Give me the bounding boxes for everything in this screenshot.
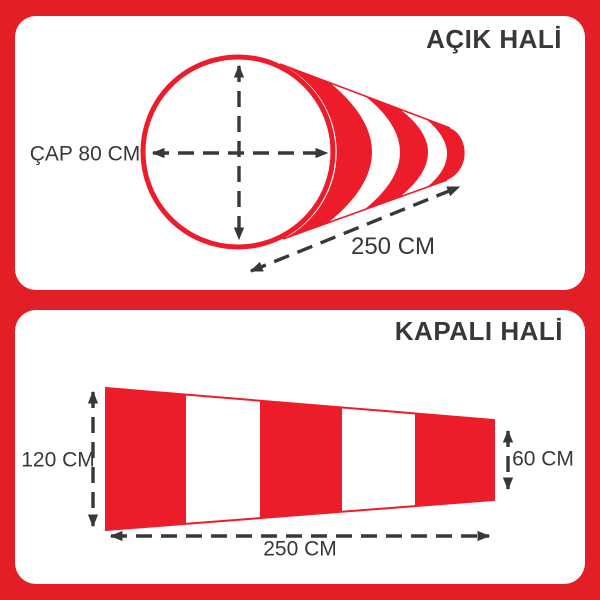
flat-white-stripe-1 — [186, 388, 260, 530]
cone-band-2 — [365, 96, 428, 209]
diameter-label: ÇAP 80 CM — [29, 142, 141, 166]
open-length-label: 250 CM — [350, 233, 436, 260]
left-height-label: 120 CM — [21, 448, 95, 472]
flat-windsock-body — [106, 388, 494, 530]
flat-white-stripe-2 — [342, 388, 415, 530]
cone-tip — [426, 119, 465, 188]
right-height-label: 60 CM — [512, 447, 574, 471]
open-length-arrow — [249, 185, 461, 273]
closed-length-label: 250 CM — [263, 537, 337, 561]
windsock-closed-figure — [87, 386, 514, 542]
windsock-open-figure — [140, 54, 465, 273]
open-state-title: AÇIK HALİ — [426, 24, 562, 54]
flat-windsock-outline — [105, 386, 495, 532]
closed-state-title: KAPALI HALİ — [394, 316, 563, 346]
